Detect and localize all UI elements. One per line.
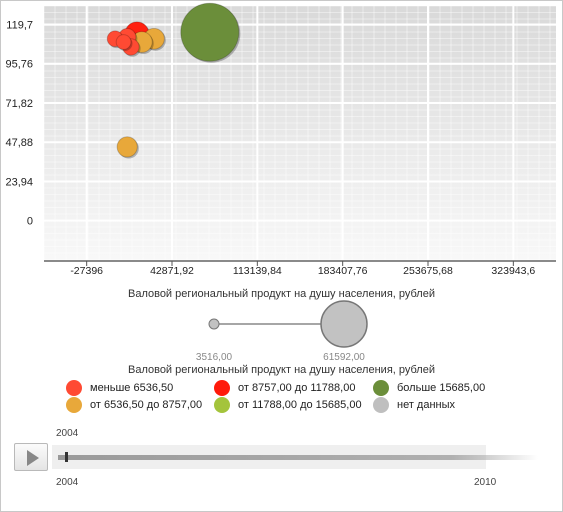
size-legend-max-label: 61592,00	[323, 352, 365, 363]
x-tick-label: 323943,6	[491, 265, 535, 277]
legend-item-label: нет данных	[397, 399, 456, 411]
y-tick-label: 23,94	[5, 176, 33, 188]
y-tick-label: 119,7	[6, 20, 33, 32]
legend-color-dot	[214, 397, 230, 413]
y-tick-label: 71,82	[5, 98, 33, 110]
size-legend: 3516,00 61592,00	[196, 300, 368, 363]
legend-item-label: меньше 6536,50	[90, 382, 174, 394]
size-legend-min-bubble	[208, 318, 220, 330]
size-legend-title: Валовой региональный продукт на душу нас…	[127, 364, 435, 376]
legend-item[interactable]: нет данных	[373, 397, 455, 413]
legend-color-dot	[214, 380, 230, 396]
y-tick-label: 95,76	[5, 59, 33, 71]
size-legend-max-bubble	[320, 300, 368, 348]
legend-item[interactable]: от 8757,00 до 11788,00	[214, 380, 355, 396]
x-tick-label: -27396	[70, 265, 103, 277]
legend-item[interactable]: от 11788,00 до 15685,00	[214, 397, 362, 413]
legend-item-label: от 6536,50 до 8757,00	[90, 399, 203, 411]
play-button[interactable]	[14, 443, 48, 471]
bubble[interactable]	[180, 2, 240, 62]
x-tick-label: 113139,84	[233, 265, 282, 277]
y-tick-label: 47,88	[5, 137, 33, 149]
legend-color-dot	[66, 397, 82, 413]
timeline-handle[interactable]	[65, 452, 68, 462]
x-tick-label: 253675,68	[403, 265, 453, 277]
play-icon	[27, 450, 39, 466]
legend-item-label: от 11788,00 до 15685,00	[238, 399, 362, 411]
timeline-track[interactable]	[58, 455, 538, 460]
legend-color-dot	[373, 380, 389, 396]
size-legend-min-label: 3516,00	[196, 352, 233, 363]
timeline-current-label: 2004	[56, 428, 79, 439]
x-axis-title: Валовой региональный продукт на душу нас…	[127, 288, 435, 300]
bubble[interactable]	[116, 136, 138, 158]
x-tick-label: 42871,92	[150, 265, 194, 277]
bubble-chart-plot: 0 23,94 47,88 71,82 95,76 119,7 -27396 42871,9…	[5, 2, 556, 277]
legend-color-dot	[66, 380, 82, 396]
bubble[interactable]	[115, 34, 132, 50]
timeline-end-label: 2010	[474, 477, 497, 488]
y-tick-label: 0	[27, 216, 33, 228]
legend-item-label: от 8757,00 до 11788,00	[238, 382, 356, 394]
legend-item[interactable]: от 6536,50 до 8757,00	[66, 397, 202, 413]
legend-color-dot	[373, 397, 389, 413]
timeline-start-label: 2004	[56, 477, 79, 488]
legend-item[interactable]: меньше 6536,50	[66, 380, 173, 396]
legend-item[interactable]: больше 15685,00	[373, 380, 485, 396]
x-tick-label: 183407,76	[318, 265, 368, 277]
legend-item-label: больше 15685,00	[397, 382, 486, 394]
